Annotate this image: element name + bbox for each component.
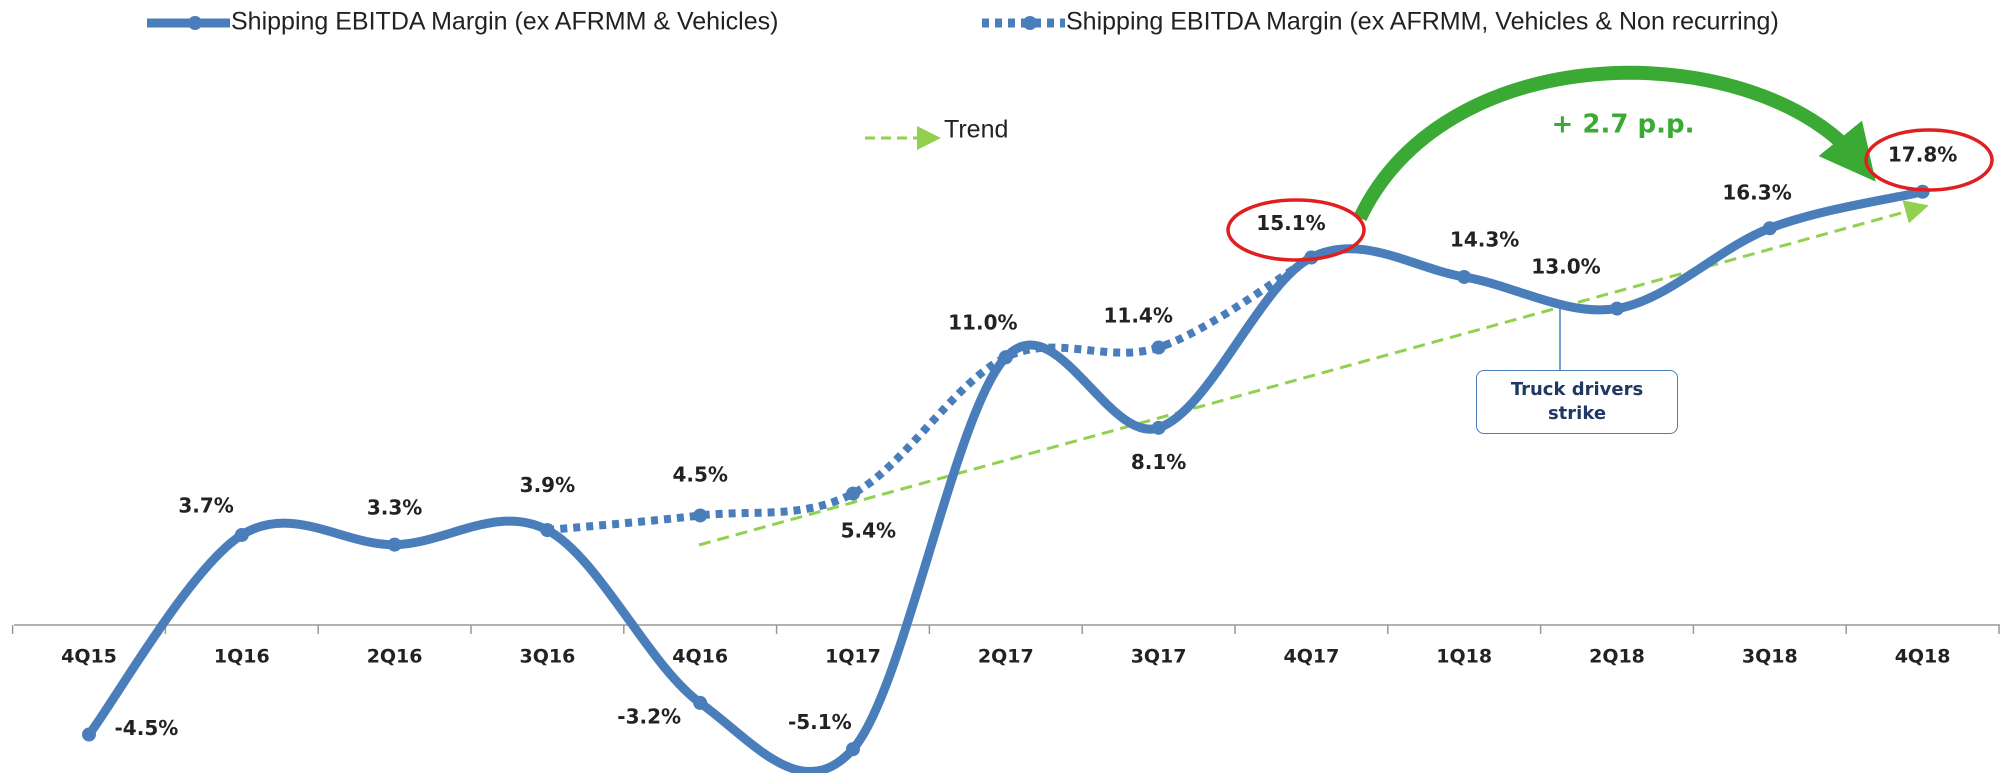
x-tick-label: 1Q17 <box>825 646 881 668</box>
x-tick-label: 4Q18 <box>1895 646 1951 668</box>
data-point <box>693 695 708 710</box>
data-point <box>693 508 708 523</box>
highlight-ellipse <box>1226 198 1366 262</box>
legend-marker <box>1023 16 1037 30</box>
data-point <box>1151 420 1166 435</box>
data-label: 15.1% <box>1256 211 1325 235</box>
highlight-ellipse <box>1864 128 1994 192</box>
data-point <box>998 350 1013 365</box>
x-tick-label: 4Q16 <box>672 646 728 668</box>
data-label: -3.2% <box>617 705 681 729</box>
data-point <box>1762 221 1777 236</box>
data-point <box>846 742 860 757</box>
increase-label: + 2.7 p.p. <box>1552 110 1695 140</box>
legend-label: Shipping EBITDA Margin (ex AFRMM, Vehicl… <box>1066 8 1779 36</box>
series-line <box>547 254 1314 535</box>
data-label: 3.7% <box>178 493 233 517</box>
x-tick-label: 2Q16 <box>367 646 423 668</box>
data-point <box>1915 184 1930 199</box>
data-label: -5.1% <box>788 710 852 734</box>
x-tick-label: 3Q16 <box>519 646 575 668</box>
data-point <box>387 537 402 552</box>
x-tick-label: 2Q17 <box>978 646 1034 668</box>
data-point <box>540 523 555 538</box>
data-point <box>234 527 249 542</box>
data-label: 3.3% <box>367 495 422 519</box>
legend-marker <box>188 16 202 30</box>
data-point <box>1151 340 1166 355</box>
data-label: 16.3% <box>1722 180 1791 204</box>
legend-label: Shipping EBITDA Margin (ex AFRMM & Vehic… <box>231 8 778 36</box>
data-label: 3.9% <box>520 473 575 497</box>
series-line <box>84 187 1928 773</box>
data-label: 11.4% <box>1103 303 1172 327</box>
data-point <box>846 486 860 501</box>
trend-line <box>698 200 1929 547</box>
data-label: -4.5% <box>115 716 179 740</box>
data-label: 17.8% <box>1888 143 1957 167</box>
event-annotation: Truck drivers strike <box>1476 370 1678 434</box>
x-tick-label: 3Q18 <box>1742 646 1798 668</box>
trend-label: Trend <box>944 116 1008 144</box>
x-tick-label: 3Q17 <box>1131 646 1187 668</box>
data-label: 4.5% <box>672 462 727 486</box>
data-label: 8.1% <box>1131 450 1186 474</box>
data-label: 14.3% <box>1450 228 1519 252</box>
data-label: 5.4% <box>841 518 896 542</box>
data-label: 11.0% <box>948 311 1017 335</box>
increase-arrow <box>1353 65 1876 222</box>
x-tick-label: 2Q18 <box>1589 646 1645 668</box>
data-point <box>1457 269 1472 284</box>
x-tick-label: 1Q16 <box>214 646 270 668</box>
data-label: 13.0% <box>1531 254 1600 278</box>
x-tick-label: 4Q15 <box>61 646 117 668</box>
data-point <box>82 727 96 742</box>
data-point <box>1610 301 1624 316</box>
x-tick-label: 4Q17 <box>1283 646 1339 668</box>
x-tick-label: 1Q18 <box>1436 646 1492 668</box>
